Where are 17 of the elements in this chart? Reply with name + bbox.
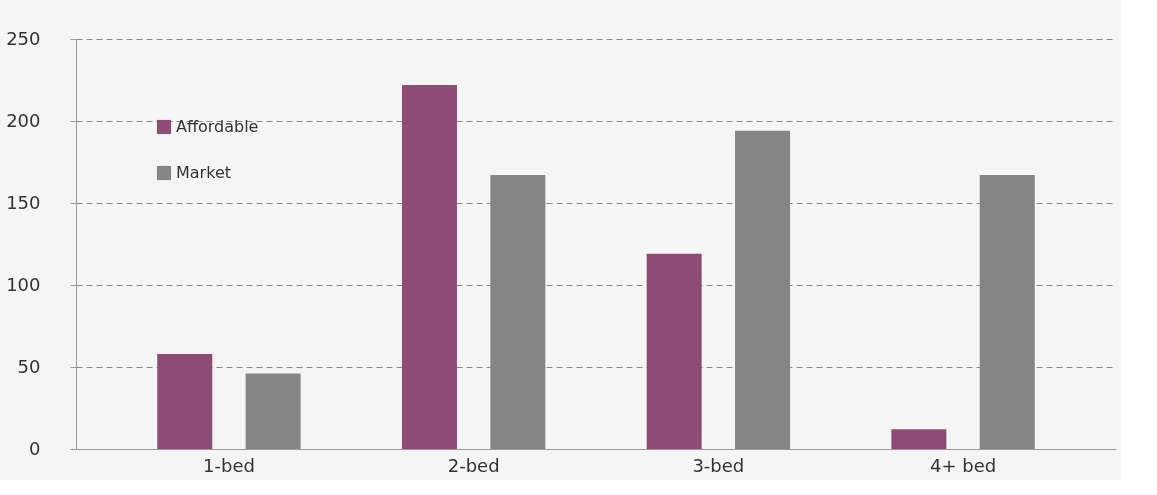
y-tick-label: 150 (6, 191, 41, 213)
x-tick-label: 4+ bed (929, 454, 997, 476)
y-tick-label: 250 (6, 27, 41, 49)
bar (646, 253, 702, 449)
x-tick-label: 2-bed (447, 454, 500, 476)
x-tick-label: 3-bed (692, 454, 745, 476)
bar (401, 84, 457, 449)
y-tick-label: 0 (29, 437, 41, 459)
x-tick-label: 1-bed (203, 454, 255, 476)
legend-label: Affordable (176, 117, 259, 136)
legend-label: Market (176, 163, 231, 182)
bar (157, 353, 213, 449)
y-tick-label: 50 (17, 355, 41, 377)
y-tick-label: 100 (6, 273, 41, 295)
bar (891, 429, 947, 449)
bar (245, 373, 301, 449)
y-tick-label: 200 (6, 109, 41, 131)
